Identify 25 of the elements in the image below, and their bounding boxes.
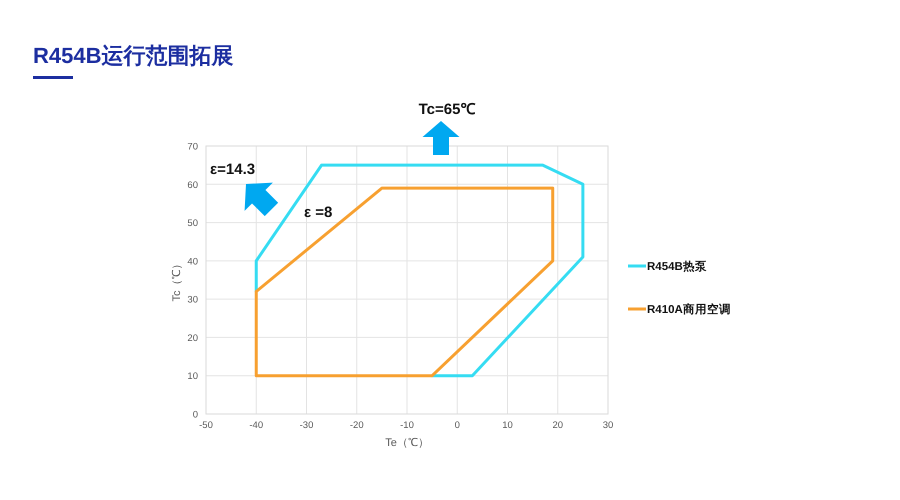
legend-label: R410A商用空调 <box>647 302 731 316</box>
x-tick-label: -10 <box>400 420 414 431</box>
annotation: Tc=65℃ <box>418 101 476 118</box>
y-tick-label: 10 <box>187 371 198 382</box>
annotation: ε=14.3 <box>210 161 256 178</box>
legend-label: R454B热泵 <box>647 260 708 273</box>
x-tick-label: 20 <box>552 420 564 431</box>
y-tick-label: 0 <box>192 410 198 420</box>
x-tick-label: 30 <box>602 420 614 431</box>
x-tick-label: -30 <box>300 420 314 431</box>
x-tick-label: 10 <box>502 420 513 431</box>
title: R454B运行范围拓展 <box>33 43 234 68</box>
x-tick-label: -20 <box>350 420 364 431</box>
y-tick-label: 70 <box>187 142 198 152</box>
x-tick-label: 0 <box>454 420 460 431</box>
annotation: ε =8 <box>304 204 332 221</box>
y-tick-label: 60 <box>187 180 198 191</box>
xlabel: Te（℃） <box>385 437 429 449</box>
y-tick-label: 40 <box>187 256 198 268</box>
y-tick-label: 20 <box>187 332 198 344</box>
x-tick-label: -40 <box>249 420 264 431</box>
y-tick-label: 30 <box>187 294 198 306</box>
y-tick-label: 50 <box>187 218 198 230</box>
x-tick-label: -50 <box>199 420 213 431</box>
ylabel: Tc（℃） <box>171 258 183 302</box>
